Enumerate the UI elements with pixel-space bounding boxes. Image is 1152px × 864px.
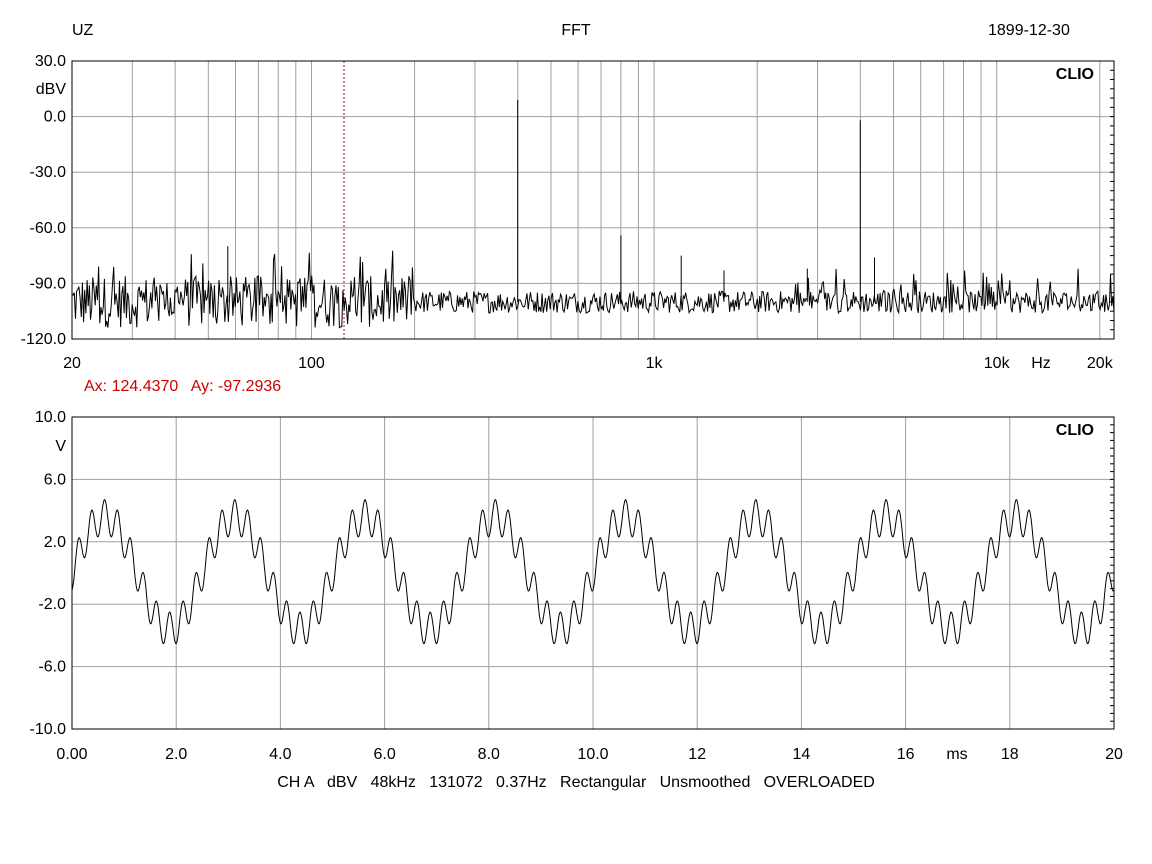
time-x-tick-label: 18 [1001,746,1019,763]
time-x-tick-label: 8.0 [478,746,500,763]
time-x-tick-label: 10.0 [577,746,608,763]
time-clio-watermark: CLIO [1056,422,1094,439]
time-plot-frame [71,416,1115,730]
time-x-tick-label: 14 [793,746,811,763]
fft-y-tick-label: -60.0 [30,220,67,237]
fft-plot-frame [71,60,1115,340]
time-x-tick-label: 2.0 [165,746,187,763]
cursor-readout: Ax: 124.4370 Ay: -97.2936 [84,378,281,395]
time-y-axis-label: V [55,438,66,455]
time-x-tick-label: 16 [897,746,915,763]
time-x-tick-label: 4.0 [269,746,291,763]
fft-trace [71,99,1115,329]
time-x-tick-label: 12 [688,746,706,763]
fft-y-tick-label: -30.0 [30,164,67,181]
fft-y-axis-label: dBV [36,81,67,98]
fft-y-tick-label: 30.0 [35,53,66,70]
header-title: FFT [561,22,591,39]
fft-x-axis-label: Hz [1031,355,1051,372]
header-date: 1899-12-30 [988,22,1070,39]
fft-y-tick-label: -120.0 [21,331,66,348]
time-y-tick-label: -6.0 [38,659,66,676]
time-grid [71,416,1115,730]
fft-y-tick-label: 0.0 [44,109,66,126]
header-left: UZ [72,22,94,39]
fft-clio-watermark: CLIO [1056,66,1094,83]
fft-x-tick-label: 100 [298,355,325,372]
time-y-tick-label: 6.0 [44,471,66,488]
time-y-tick-label: 10.0 [35,409,66,426]
fft-x-tick-label: 1k [646,355,664,372]
fft-axis-labels: 30.0 0.0 -30.0 -60.0 -90.0 -120.0 20 100 1k 10k 20… [21,53,1114,372]
fft-x-tick-label: 20 [63,355,81,372]
time-x-tick-label: 0.00 [56,746,87,763]
time-x-axis-label: ms [946,746,967,763]
time-trace [71,499,1115,645]
fft-y-tick-label: -90.0 [30,275,67,292]
fft-x-tick-label: 10k [984,355,1011,372]
measurement-settings: CH A dBV 48kHz 131072 0.37Hz Rectangular… [277,774,875,791]
time-x-tick-label: 20 [1105,746,1123,763]
time-axis-labels: 10.0 6.0 2.0 -2.0 -6.0 -10.0 0.00 2.0 4.0 6.0 8.0 1… [30,409,1123,763]
time-x-tick-label: 6.0 [373,746,395,763]
time-y-tick-label: 2.0 [44,534,66,551]
time-y-tick-label: -2.0 [38,596,66,613]
time-y-tick-label: -10.0 [30,721,67,738]
fft-x-tick-label: 20k [1087,355,1114,372]
